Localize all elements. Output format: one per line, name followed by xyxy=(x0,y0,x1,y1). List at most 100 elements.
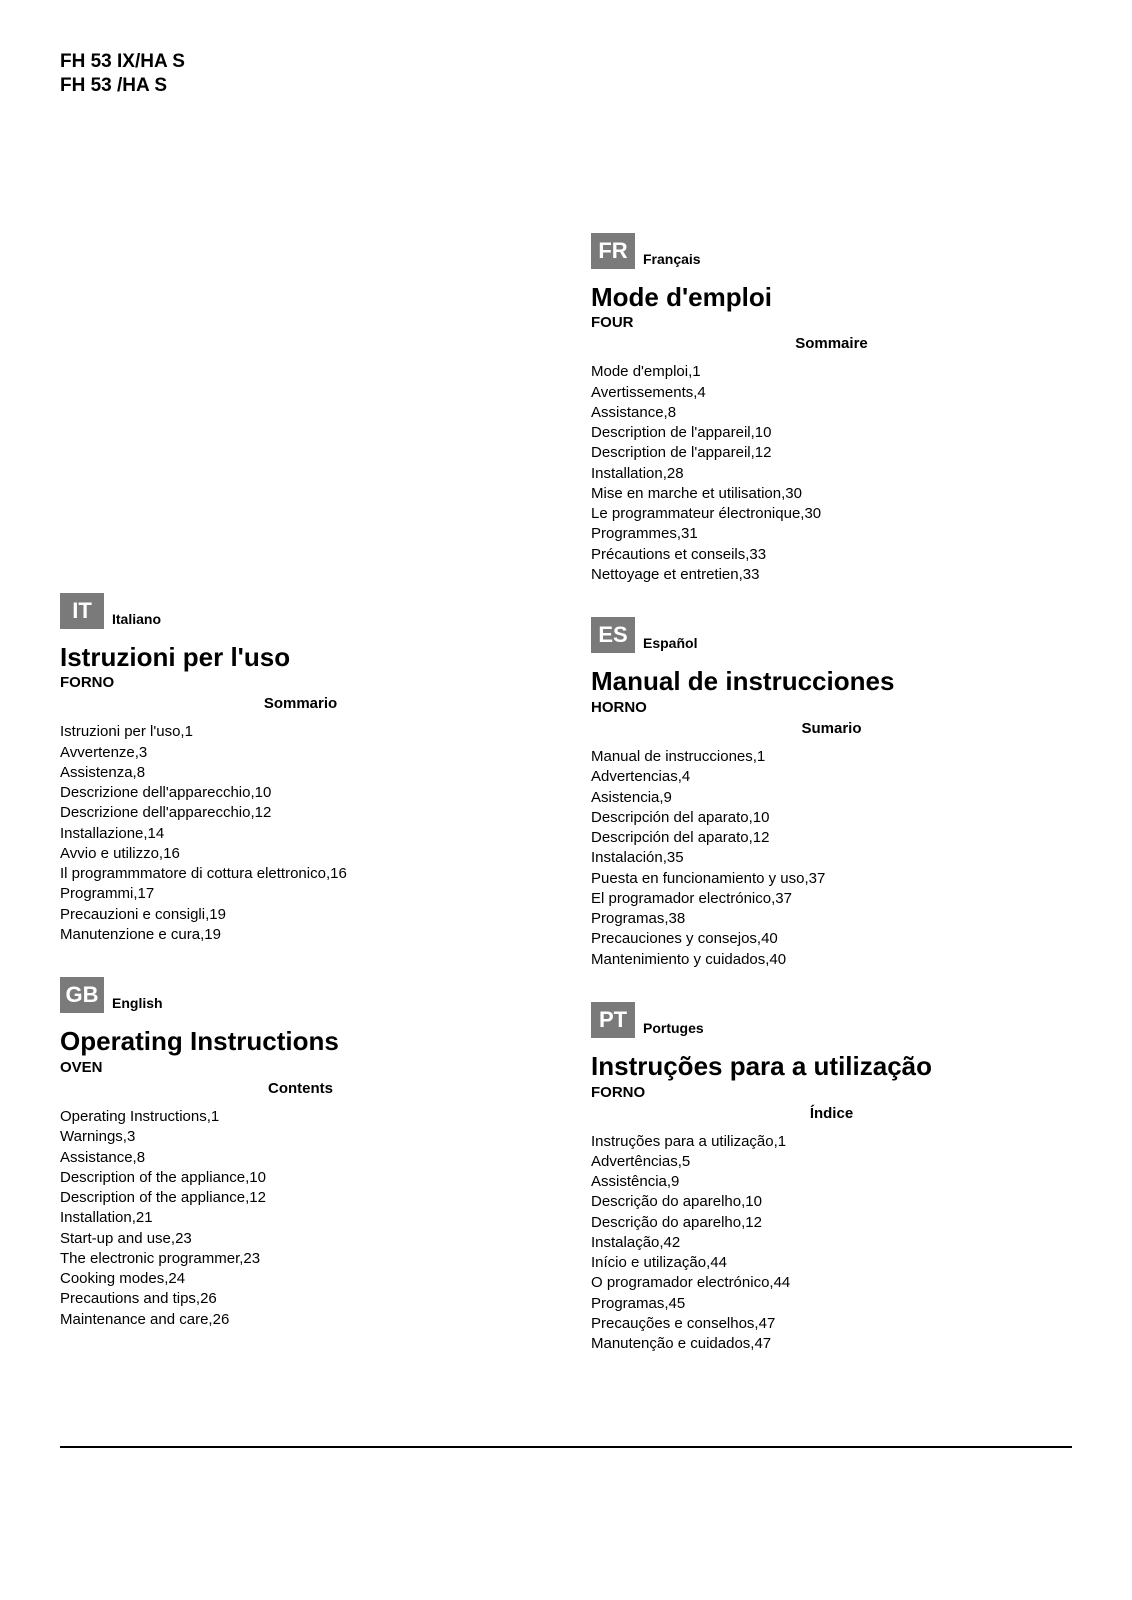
toc-item: Assistance,8 xyxy=(591,403,1072,423)
toc-list-pt: Instruções para a utilização,1 Advertênc… xyxy=(591,1132,1072,1355)
toc-item: Instalação,42 xyxy=(591,1233,1072,1253)
section-sub-gb: OVEN xyxy=(60,1059,541,1076)
toc-item: Manutenção e cuidados,47 xyxy=(591,1334,1072,1354)
lang-badge-it: IT xyxy=(60,593,104,629)
lang-name-fr: Français xyxy=(643,251,701,269)
lang-header-fr: FR Français xyxy=(591,233,1072,269)
toc-item: Maintenance and care,26 xyxy=(60,1310,541,1330)
toc-item: Descrizione dell'apparecchio,10 xyxy=(60,783,541,803)
lang-badge-fr: FR xyxy=(591,233,635,269)
toc-item: Istruzioni per l'uso,1 xyxy=(60,722,541,742)
toc-item: Puesta en funcionamiento y uso,37 xyxy=(591,869,1072,889)
toc-item: Instalación,35 xyxy=(591,848,1072,868)
toc-item: Precauções e conselhos,47 xyxy=(591,1314,1072,1334)
toc-item: Cooking modes,24 xyxy=(60,1269,541,1289)
lang-header-pt: PT Portuges xyxy=(591,1002,1072,1038)
toc-item: Warnings,3 xyxy=(60,1127,541,1147)
toc-item: Programmi,17 xyxy=(60,884,541,904)
lang-badge-es: ES xyxy=(591,617,635,653)
section-title-gb: Operating Instructions xyxy=(60,1027,541,1057)
block-pt: PT Portuges Instruções para a utilização… xyxy=(591,1002,1072,1355)
toc-item: Assistenza,8 xyxy=(60,763,541,783)
toc-item: Nettoyage et entretien,33 xyxy=(591,565,1072,585)
lang-name-gb: English xyxy=(112,995,163,1013)
toc-item: O programador electrónico,44 xyxy=(591,1273,1072,1293)
lang-name-pt: Portuges xyxy=(643,1020,704,1038)
toc-item: El programador electrónico,37 xyxy=(591,889,1072,909)
block-gb: GB English Operating Instructions OVEN C… xyxy=(60,977,541,1330)
toc-item: Assistance,8 xyxy=(60,1148,541,1168)
toc-item: Installation,21 xyxy=(60,1208,541,1228)
toc-item: Mode d'emploi,1 xyxy=(591,362,1072,382)
toc-item: Advertências,5 xyxy=(591,1152,1072,1172)
page-bottom-rule xyxy=(60,1446,1072,1448)
toc-list-it: Istruzioni per l'uso,1 Avvertenze,3 Assi… xyxy=(60,722,541,945)
toc-item: Descrizione dell'apparecchio,12 xyxy=(60,803,541,823)
toc-item: Descripción del aparato,12 xyxy=(591,828,1072,848)
toc-label-gb: Contents xyxy=(60,1080,541,1097)
section-sub-fr: FOUR xyxy=(591,314,1072,331)
lang-header-it: IT Italiano xyxy=(60,593,541,629)
block-es: ES Español Manual de instrucciones HORNO… xyxy=(591,617,1072,970)
toc-label-pt: Índice xyxy=(591,1105,1072,1122)
toc-item: Asistencia,9 xyxy=(591,788,1072,808)
toc-label-fr: Sommaire xyxy=(591,335,1072,352)
toc-item: Precauciones y consejos,40 xyxy=(591,929,1072,949)
lang-header-es: ES Español xyxy=(591,617,1072,653)
toc-item: Instruções para a utilização,1 xyxy=(591,1132,1072,1152)
toc-item: Installation,28 xyxy=(591,464,1072,484)
section-title-it: Istruzioni per l'uso xyxy=(60,643,541,673)
toc-item: Description de l'appareil,12 xyxy=(591,443,1072,463)
toc-label-es: Sumario xyxy=(591,720,1072,737)
toc-item: Descripción del aparato,10 xyxy=(591,808,1072,828)
toc-item: Início e utilização,44 xyxy=(591,1253,1072,1273)
toc-item: Il programmmatore di cottura elettronico… xyxy=(60,864,541,884)
toc-item: Avvertenze,3 xyxy=(60,743,541,763)
toc-list-gb: Operating Instructions,1 Warnings,3 Assi… xyxy=(60,1107,541,1330)
toc-item: The electronic programmer,23 xyxy=(60,1249,541,1269)
block-it: IT Italiano Istruzioni per l'uso FORNO S… xyxy=(60,593,541,946)
section-title-fr: Mode d'emploi xyxy=(591,283,1072,313)
column-right: FR Français Mode d'emploi FOUR Sommaire … xyxy=(591,138,1072,1387)
toc-item: Installazione,14 xyxy=(60,824,541,844)
model-line-2: FH 53 /HA S xyxy=(60,74,1072,98)
section-title-pt: Instruções para a utilização xyxy=(591,1052,1072,1082)
toc-label-it: Sommario xyxy=(60,695,541,712)
toc-item: Avvio e utilizzo,16 xyxy=(60,844,541,864)
toc-item: Start-up and use,23 xyxy=(60,1229,541,1249)
toc-item: Assistência,9 xyxy=(591,1172,1072,1192)
lang-header-gb: GB English xyxy=(60,977,541,1013)
toc-list-es: Manual de instrucciones,1 Advertencias,4… xyxy=(591,747,1072,970)
toc-item: Mantenimiento y cuidados,40 xyxy=(591,950,1072,970)
section-sub-it: FORNO xyxy=(60,674,541,691)
toc-item: Precauzioni e consigli,19 xyxy=(60,905,541,925)
model-title: FH 53 IX/HA S FH 53 /HA S xyxy=(60,50,1072,98)
section-title-es: Manual de instrucciones xyxy=(591,667,1072,697)
toc-item: Manual de instrucciones,1 xyxy=(591,747,1072,767)
model-line-1: FH 53 IX/HA S xyxy=(60,50,1072,74)
column-left: IT Italiano Istruzioni per l'uso FORNO S… xyxy=(60,138,541,1387)
toc-item: Programas,45 xyxy=(591,1294,1072,1314)
toc-item: Avertissements,4 xyxy=(591,383,1072,403)
toc-item: Mise en marche et utilisation,30 xyxy=(591,484,1072,504)
toc-item: Programmes,31 xyxy=(591,524,1072,544)
toc-item: Description de l'appareil,10 xyxy=(591,423,1072,443)
section-sub-es: HORNO xyxy=(591,699,1072,716)
toc-item: Description of the appliance,12 xyxy=(60,1188,541,1208)
lang-name-it: Italiano xyxy=(112,611,161,629)
block-fr: FR Français Mode d'emploi FOUR Sommaire … xyxy=(591,233,1072,586)
toc-item: Operating Instructions,1 xyxy=(60,1107,541,1127)
toc-item: Description of the appliance,10 xyxy=(60,1168,541,1188)
toc-item: Précautions et conseils,33 xyxy=(591,545,1072,565)
lang-badge-pt: PT xyxy=(591,1002,635,1038)
lang-name-es: Español xyxy=(643,635,697,653)
toc-item: Advertencias,4 xyxy=(591,767,1072,787)
toc-item: Manutenzione e cura,19 xyxy=(60,925,541,945)
content-columns: IT Italiano Istruzioni per l'uso FORNO S… xyxy=(60,138,1072,1387)
toc-item: Descrição do aparelho,10 xyxy=(591,1192,1072,1212)
toc-item: Descrição do aparelho,12 xyxy=(591,1213,1072,1233)
section-sub-pt: FORNO xyxy=(591,1084,1072,1101)
toc-item: Le programmateur électronique,30 xyxy=(591,504,1072,524)
toc-item: Programas,38 xyxy=(591,909,1072,929)
toc-item: Precautions and tips,26 xyxy=(60,1289,541,1309)
